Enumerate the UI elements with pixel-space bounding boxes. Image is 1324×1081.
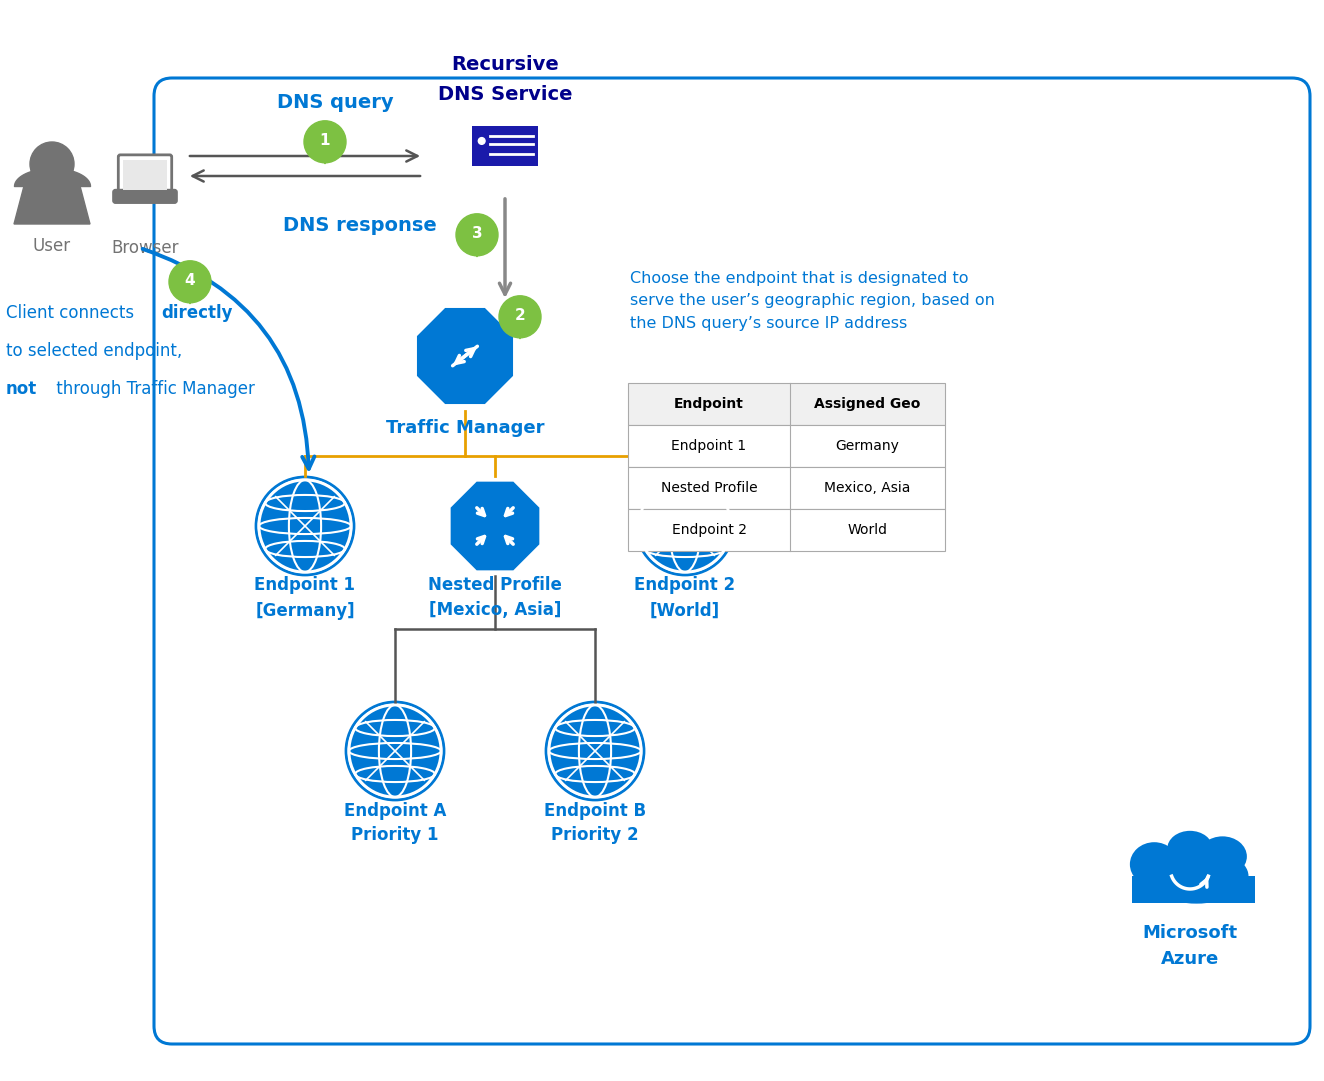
Text: 2: 2 [515,308,526,322]
Text: Endpoint 2: Endpoint 2 [671,523,747,537]
Circle shape [549,705,641,797]
Text: through Traffic Manager: through Traffic Manager [52,381,256,398]
Text: Assigned Geo: Assigned Geo [814,397,920,411]
Text: Endpoint 2
[World]: Endpoint 2 [World] [634,576,736,619]
Circle shape [639,480,731,572]
Text: directly: directly [162,304,233,322]
Circle shape [478,137,485,145]
Bar [628,467,945,509]
Circle shape [256,477,354,575]
Polygon shape [180,282,200,304]
Text: Endpoint B
Priority 2: Endpoint B Priority 2 [544,801,646,844]
Circle shape [30,142,74,186]
Circle shape [455,214,498,256]
Ellipse shape [1129,842,1178,886]
Circle shape [499,296,542,337]
Bar [473,126,538,166]
FancyBboxPatch shape [154,78,1309,1044]
Polygon shape [417,308,512,404]
Circle shape [305,121,346,163]
FancyBboxPatch shape [118,155,172,195]
Ellipse shape [1144,849,1249,904]
Text: not: not [7,381,37,398]
Ellipse shape [1168,831,1213,867]
Bar [628,383,945,425]
Text: Endpoint 1
[Germany]: Endpoint 1 [Germany] [254,576,356,619]
Bar [1132,876,1255,904]
Text: Mexico, Asia: Mexico, Asia [825,481,911,495]
Bar [123,160,167,190]
Circle shape [260,480,351,572]
Text: Endpoint: Endpoint [674,397,744,411]
Text: Traffic Manager: Traffic Manager [385,419,544,437]
Text: DNS Service: DNS Service [438,85,572,104]
Text: World: World [847,523,887,537]
Bar [628,425,945,467]
Bar [628,509,945,551]
Polygon shape [511,317,530,338]
Text: Recursive: Recursive [451,55,559,74]
Polygon shape [467,235,486,257]
Text: DNS response: DNS response [283,216,437,236]
Text: Microsoft
Azure: Microsoft Azure [1143,924,1238,967]
Circle shape [636,477,733,575]
Text: DNS query: DNS query [277,93,393,111]
Polygon shape [315,142,335,164]
Ellipse shape [1198,837,1247,877]
Circle shape [169,261,211,303]
Text: Endpoint A
Priority 1: Endpoint A Priority 1 [344,801,446,844]
Circle shape [350,705,441,797]
Text: Nested Profile
[Mexico, Asia]: Nested Profile [Mexico, Asia] [428,576,561,619]
Text: Choose the endpoint that is designated to
serve the user’s geographic region, ba: Choose the endpoint that is designated t… [630,271,994,331]
Text: to selected endpoint,: to selected endpoint, [7,342,183,360]
Text: 1: 1 [320,133,330,148]
Polygon shape [15,186,90,224]
Text: Nested Profile: Nested Profile [661,481,757,495]
Text: Germany: Germany [835,439,899,453]
Text: Client connects: Client connects [7,304,139,322]
Text: Browser: Browser [111,239,179,257]
Text: 4: 4 [184,272,196,288]
Text: User: User [33,237,71,255]
FancyBboxPatch shape [114,190,176,202]
Circle shape [545,702,643,800]
Circle shape [346,702,444,800]
Polygon shape [450,482,539,571]
Text: 3: 3 [471,226,482,241]
Text: Endpoint 1: Endpoint 1 [671,439,747,453]
